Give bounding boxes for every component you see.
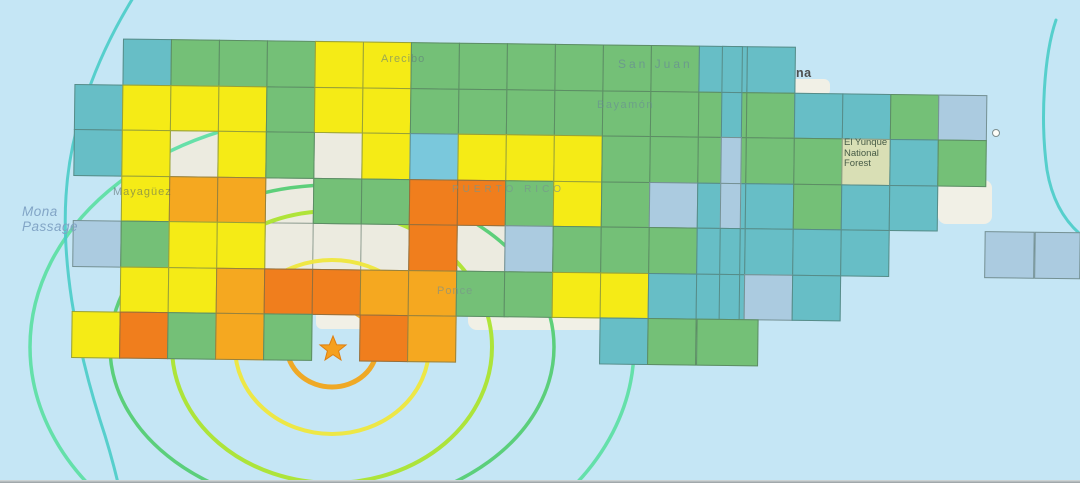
intensity-contour-line: [63, 0, 134, 483]
map-label-arecibo: Arecibo: [381, 53, 426, 65]
map-label-mona-passage: Mona Passage: [22, 204, 79, 235]
map-label-ponce: Ponce: [437, 285, 474, 297]
map-label-bayamon: Bayamón: [597, 99, 654, 111]
map-label-el-yunque-national-forest: El Yunque National Forest: [844, 137, 888, 170]
map-label-san-juan: San Juan: [618, 57, 693, 71]
map-label-mayaguez: Mayagüez: [113, 186, 172, 198]
coastline-patch: [938, 180, 992, 224]
map-label-puerto-rico: PUERTO RICO: [452, 184, 566, 195]
screenshot-bottom-edge: [0, 480, 1080, 483]
intensity-contour-line: [1042, 18, 1080, 236]
epicenter-star-icon[interactable]: [318, 334, 348, 364]
city-dot-icon: [992, 129, 1000, 137]
map-label-carolina-fragment: na: [796, 66, 812, 80]
